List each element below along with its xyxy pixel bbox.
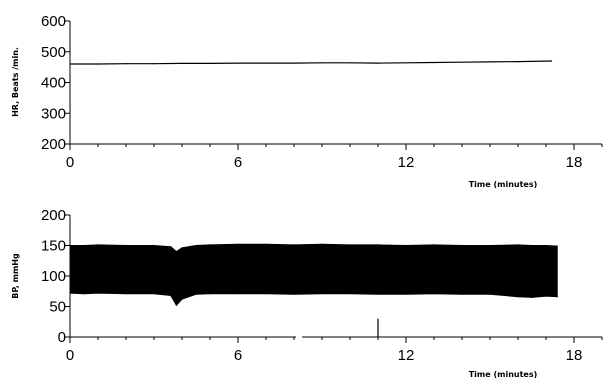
hr-y-tick-label: 200 (41, 136, 66, 153)
bp-upper-point (175, 251, 177, 253)
bp-upper-point (69, 244, 71, 247)
bp-lower-point (181, 298, 183, 300)
bp-lower-point (531, 296, 533, 298)
bp-lower-point (489, 293, 491, 295)
hr-data-point (181, 62, 183, 65)
bp-upper-point (209, 244, 211, 246)
bp-upper-point (237, 243, 239, 245)
hr-data-point (237, 62, 239, 64)
bp-x-tick-label: 12 (398, 347, 415, 364)
bp-lower-point (517, 296, 519, 298)
bp-y-tick-label: 200 (41, 207, 66, 224)
hr-y-tick-label: 400 (41, 75, 66, 92)
hr-data-point (349, 62, 351, 64)
bp-lower-point (170, 294, 172, 297)
bp-lower-point (433, 293, 435, 295)
bp-lower-point (153, 293, 155, 295)
bp-lower-point (97, 292, 99, 294)
bp-y-tick-label: 0 (58, 329, 66, 346)
hr-data-point (125, 63, 127, 65)
bp-y-tick-label: 150 (41, 238, 66, 255)
hr-data-point (321, 62, 323, 64)
hr-data-point (265, 62, 267, 64)
bp-y-tick-label: 50 (49, 299, 66, 316)
bp-upper-point (545, 244, 547, 247)
hr-data-point (209, 62, 211, 65)
bp-lower-point (125, 293, 127, 295)
bp-series-area (69, 243, 558, 307)
hr-data-point (69, 63, 71, 65)
bp-lower-point (545, 295, 547, 297)
bp-x-axis-title: Time (minutes) (469, 370, 538, 379)
bp-x-tick-label: 0 (66, 347, 74, 364)
bp-upper-point (195, 244, 197, 247)
hr-x-tick-label: 18 (566, 154, 583, 171)
hr-data-point (97, 63, 99, 65)
hr-x-tick-label: 12 (398, 154, 415, 171)
bp-y-tick-label: 100 (41, 268, 66, 285)
bp-upper-point (556, 245, 558, 247)
bp-lower-point (321, 293, 323, 295)
bp-lower-point (83, 293, 85, 295)
hr-data-point (377, 62, 379, 64)
bp-lower-point (461, 293, 463, 295)
bp-upper-point (405, 244, 407, 247)
hr-data-point (153, 63, 155, 65)
bp-upper-point (517, 244, 519, 246)
bp-lower-point (195, 293, 197, 295)
hr-y-tick-label: 300 (41, 105, 66, 122)
bp-lower-point (377, 293, 379, 295)
bp-upper-point (321, 243, 323, 245)
bp-upper-point (489, 244, 491, 247)
hr-y-tick-label: 600 (41, 13, 66, 30)
bp-x-tick-label: 18 (566, 347, 583, 364)
bp-lower-point (405, 293, 407, 295)
bp-y-axis-title: BP, mmHg (11, 253, 20, 299)
hr-x-tick-label: 0 (66, 154, 74, 171)
bp-lower-point (175, 304, 177, 306)
bp-upper-point (265, 243, 267, 245)
bp-lower-point (69, 292, 71, 294)
bp-lower-point (209, 293, 211, 295)
hr-y-axis-title: HR, Beats /min. (11, 47, 20, 117)
bp-upper-point (433, 244, 435, 246)
bp-upper-point (125, 244, 127, 247)
bp-upper-point (349, 244, 351, 246)
hr-data-point (405, 62, 407, 64)
bp-lower-point (349, 293, 351, 295)
hr-data-point (461, 61, 463, 63)
hr-data-point (517, 60, 519, 63)
bp-upper-point (461, 244, 463, 247)
bp-upper-point (377, 244, 379, 246)
hr-y-tick-label: 500 (41, 44, 66, 61)
bp-upper-point (531, 244, 533, 247)
bp-x-tick-label: 6 (234, 347, 242, 364)
hr-data-point (293, 62, 295, 64)
hr-data-point (551, 60, 553, 62)
bp-upper-point (153, 244, 155, 247)
hr-x-tick-label: 6 (234, 154, 242, 171)
bp-lower-point (556, 296, 558, 298)
hr-chart-panel: 200 300 400 500 600 0 6 12 18 Time (minutes) HR, B… (11, 13, 603, 189)
hr-data-point (433, 61, 435, 64)
bp-lower-point (237, 293, 239, 295)
bp-upper-point (97, 244, 99, 246)
bp-upper-point (83, 244, 85, 247)
hr-data-point (489, 61, 491, 63)
bp-upper-point (181, 247, 183, 249)
bp-lower-point (293, 293, 295, 295)
hr-series-line (70, 60, 552, 65)
bp-chart-panel: 0 50 100 150 200 0 6 12 18 Time (minutes) BP, mmHg (11, 207, 603, 379)
bp-lower-point (265, 293, 267, 295)
bp-upper-point (170, 246, 172, 248)
hr-x-axis-title: Time (minutes) (469, 180, 538, 189)
bp-upper-point (293, 244, 295, 246)
